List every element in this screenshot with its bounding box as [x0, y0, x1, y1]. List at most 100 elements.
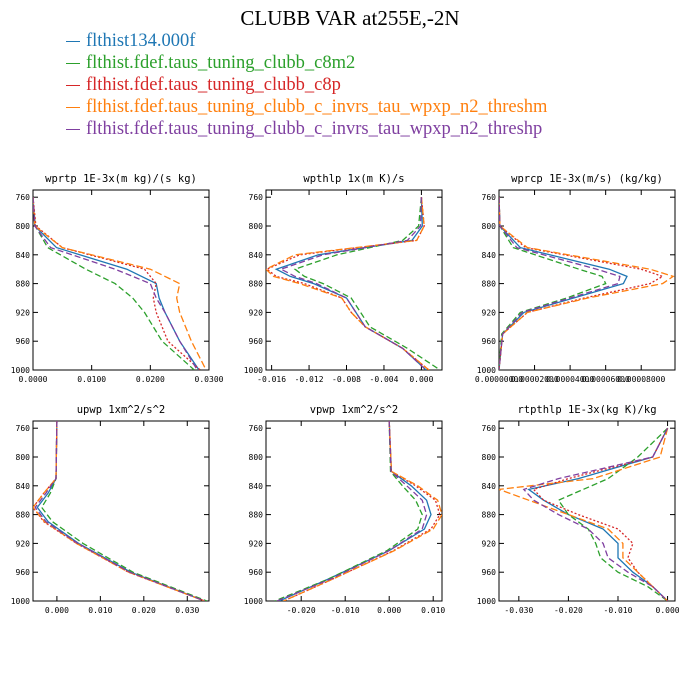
legend-item: flthist134.000f	[66, 30, 547, 52]
x-tick-label: 0.000	[377, 606, 401, 615]
series-line	[522, 427, 669, 601]
x-tick-label: -0.016	[257, 375, 286, 384]
y-tick-label: 960	[249, 337, 264, 346]
series-line	[33, 197, 200, 370]
y-tick-label: 800	[482, 222, 497, 231]
y-tick-label: 800	[16, 453, 31, 462]
chart-panel: wpthlp 1x(m K)/s7608008408809209601000-0…	[244, 173, 443, 384]
y-tick-label: 960	[16, 568, 31, 577]
x-tick-label: 0.0000	[19, 375, 48, 384]
y-tick-label: 760	[249, 424, 264, 433]
y-tick-label: 880	[16, 280, 31, 289]
y-tick-label: 960	[16, 337, 31, 346]
series-line	[33, 197, 198, 370]
y-tick-label: 760	[16, 193, 31, 202]
x-tick-label: -0.010	[331, 606, 360, 615]
legend-item: flthist.fdef.taus_tuning_clubb_c_invrs_t…	[66, 96, 547, 118]
x-tick-label: -0.020	[554, 606, 583, 615]
y-tick-label: 840	[482, 251, 497, 260]
x-tick-label: -0.010	[604, 606, 633, 615]
series-line	[33, 197, 195, 370]
legend-label: flthist.fdef.taus_tuning_clubb_c8p	[86, 75, 341, 95]
series-line	[276, 421, 428, 601]
y-tick-label: 1000	[11, 597, 30, 606]
series-line	[266, 197, 430, 370]
plot-frame	[498, 189, 676, 371]
y-tick-label: 800	[482, 453, 497, 462]
x-tick-label: 0.020	[132, 606, 156, 615]
x-tick-label: 0.0100	[77, 375, 106, 384]
y-tick-label: 840	[249, 482, 264, 491]
chart-panel: upwp 1xm^2/s^2 760 800 840 880 920 960 1000 0.00…	[11, 404, 210, 615]
x-tick-label: 0.00000000	[475, 375, 523, 384]
chart-panel: rtpthlp 1E-3x(kg K)/kg 760 800 840 880 920 960…	[477, 404, 680, 615]
legend-swatch	[66, 41, 80, 43]
y-tick-label: 880	[482, 280, 497, 289]
x-tick-label: 0.0300	[195, 375, 224, 384]
series-line	[283, 421, 441, 601]
x-tick-label: 0.010	[88, 606, 112, 615]
x-tick-label: 0.00008000	[617, 375, 665, 384]
x-tick-label: -0.030	[504, 606, 533, 615]
plot-frame	[265, 189, 443, 371]
legend-swatch	[66, 85, 80, 87]
series-line	[33, 197, 207, 370]
series-line	[283, 421, 442, 601]
x-tick-label: 0.010	[421, 606, 445, 615]
chart-title: wprtp 1E-3x(m kg)/(s kg)	[45, 173, 197, 185]
series-line	[278, 421, 432, 601]
chart-title: wprcp 1E-3x(m/s) (kg/kg)	[511, 173, 663, 185]
chart-title: rtpthlp 1E-3x(kg K)/kg	[517, 404, 656, 416]
y-tick-label: 800	[249, 222, 264, 231]
y-tick-label: 960	[482, 568, 497, 577]
x-tick-label: -0.020	[287, 606, 316, 615]
legend-label: flthist.fdef.taus_tuning_clubb_c8m2	[86, 53, 356, 73]
x-tick-label: 0.00004000	[546, 375, 594, 384]
x-tick-label: 0.0200	[136, 375, 165, 384]
plot-frame	[498, 420, 676, 602]
y-tick-label: 800	[249, 453, 264, 462]
y-tick-label: 920	[249, 308, 264, 317]
series-line	[274, 421, 423, 601]
plot-frame	[265, 420, 443, 602]
series-line	[499, 197, 665, 370]
y-tick-label: 760	[16, 424, 31, 433]
y-tick-label: 920	[16, 539, 31, 548]
legend-swatch	[66, 63, 80, 65]
series-line	[279, 197, 427, 370]
x-tick-label: 0.00006000	[582, 375, 630, 384]
chart-title: wpthlp 1x(m K)/s	[303, 173, 404, 185]
legend-label: flthist.fdef.taus_tuning_clubb_c_invrs_t…	[86, 119, 543, 139]
x-tick-label: 0.030	[175, 606, 199, 615]
chart-title: vpwp 1xm^2/s^2	[310, 404, 399, 416]
page-title: CLUBB VAR at255E,-2N	[240, 6, 460, 30]
series-line	[266, 197, 430, 370]
series-line	[557, 427, 669, 601]
series-line	[532, 427, 669, 601]
legend: flthist134.000f flthist.fdef.taus_tuning…	[66, 30, 547, 140]
y-tick-label: 760	[482, 424, 497, 433]
y-tick-label: 840	[16, 251, 31, 260]
series-line	[40, 421, 208, 601]
legend-label: flthist134.000f	[86, 31, 196, 51]
y-tick-label: 880	[16, 511, 31, 520]
series-line	[33, 421, 205, 601]
y-tick-label: 1000	[244, 366, 263, 375]
legend-item: flthist.fdef.taus_tuning_clubb_c8m2	[66, 52, 547, 74]
chart-title: upwp 1xm^2/s^2	[77, 404, 166, 416]
y-tick-label: 840	[482, 482, 497, 491]
legend-swatch	[66, 129, 80, 131]
y-tick-label: 1000	[477, 366, 496, 375]
y-tick-label: 920	[16, 308, 31, 317]
x-tick-label: 0.000	[45, 606, 69, 615]
x-tick-label: -0.012	[295, 375, 324, 384]
series-line	[499, 197, 628, 370]
series-line	[33, 421, 205, 601]
legend-label: flthist.fdef.taus_tuning_clubb_c_invrs_t…	[86, 97, 548, 117]
y-tick-label: 920	[482, 308, 497, 317]
series-line	[499, 428, 669, 601]
y-tick-label: 960	[249, 568, 264, 577]
series-line	[293, 197, 441, 370]
series-line	[499, 197, 621, 370]
